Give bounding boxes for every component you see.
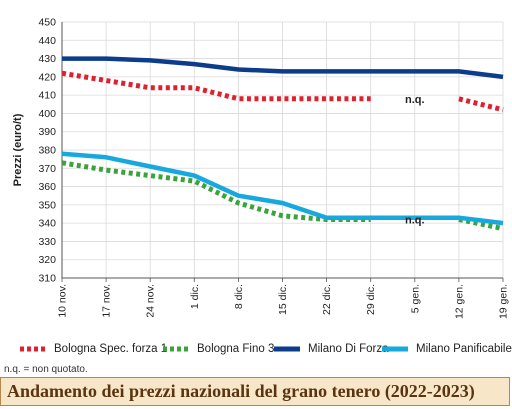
- y-tick-label-360: 360: [38, 181, 56, 193]
- chart-legend: Bologna Spec. forza 1 Bologna Fino 3 Mil…: [0, 340, 512, 368]
- y-tick-label-450: 450: [38, 17, 56, 29]
- y-tick-label-310: 310: [38, 273, 56, 285]
- legend-label-milano-di-forza: Milano Di Forza: [308, 343, 389, 355]
- legend-label-bologna-fino-3: Bologna Fino 3: [197, 343, 275, 355]
- x-tick-label-29-dic: 29 dic.: [365, 284, 377, 315]
- x-tick-label-8-dic: 8 dic.: [233, 284, 245, 309]
- footnote: n.q. = non quotato.: [4, 364, 88, 375]
- legend-swatch-bologna-spec-forza-1: [20, 346, 46, 352]
- legend-item-bologna-spec-forza-1: Bologna Spec. forza 1: [18, 342, 167, 356]
- y-tick-label-430: 430: [38, 53, 56, 65]
- y-tick-label-370: 370: [38, 163, 56, 175]
- y-axis-label: Prezzi (euro/t): [12, 113, 24, 186]
- y-tick-label-330: 330: [38, 236, 56, 248]
- y-tick-label-400: 400: [38, 108, 56, 120]
- legend-swatch-milano-di-forza: [274, 346, 300, 352]
- x-tick-label-12-gen: 12 gen.: [453, 284, 465, 319]
- x-tick-label-19-gen: 19 gen.: [498, 284, 510, 319]
- legend-swatch-milano-panificabile: [382, 346, 408, 352]
- series-line-bologna-spec-forza-1-2: [458, 96, 504, 113]
- legend-item-bologna-fino-3: Bologna Fino 3: [161, 342, 274, 356]
- annotation-nq-2: n.q.: [405, 214, 425, 226]
- x-tick-label-5-gen: 5 gen.: [409, 284, 421, 313]
- x-tick-label-15-dic: 15 dic.: [277, 284, 289, 315]
- series-line-bologna-fino-3-2: [458, 217, 504, 232]
- x-tick-label-10-nov: 10 nov.: [57, 284, 69, 318]
- x-tick-label-17-nov: 17 nov.: [101, 284, 113, 318]
- legend-label-bologna-spec-forza-1: Bologna Spec. forza 1: [54, 343, 168, 355]
- chart-title: Andamento dei prezzi nazionali del grano…: [7, 381, 475, 401]
- y-tick-label-440: 440: [38, 35, 56, 47]
- y-tick-label-340: 340: [38, 218, 56, 230]
- x-tick-label-1-dic: 1 dic.: [189, 284, 201, 309]
- x-tick-label-22-dic: 22 dic.: [321, 284, 333, 315]
- x-tick-label-24-nov: 24 nov.: [145, 284, 157, 318]
- y-tick-label-390: 390: [38, 126, 56, 138]
- y-tick-label-320: 320: [38, 254, 56, 266]
- y-tick-label-380: 380: [38, 145, 56, 157]
- annotation-nq-1: n.q.: [405, 94, 425, 106]
- series-line-bologna-fino-3-1: [61, 160, 371, 222]
- y-tick-label-420: 420: [38, 71, 56, 83]
- chart-title-bar: Andamento dei prezzi nazionali del grano…: [0, 377, 510, 406]
- y-tick-label-350: 350: [38, 199, 56, 211]
- series-line-milano-di-forza-1: [62, 56, 504, 80]
- series-line-milano-panificabile-1: [61, 151, 504, 226]
- legend-swatch-bologna-fino-3: [163, 346, 189, 352]
- price-line-chart: 310 320 330 340 350 360 370 380 390 400 410 420 430 4…: [12, 17, 510, 320]
- legend-label-milano-panificabile: Milano Panificabile: [416, 343, 512, 355]
- legend-item-milano-panificabile: Milano Panificabile: [380, 342, 512, 356]
- legend-item-milano-di-forza: Milano Di Forza: [272, 342, 389, 356]
- y-tick-label-410: 410: [38, 90, 56, 102]
